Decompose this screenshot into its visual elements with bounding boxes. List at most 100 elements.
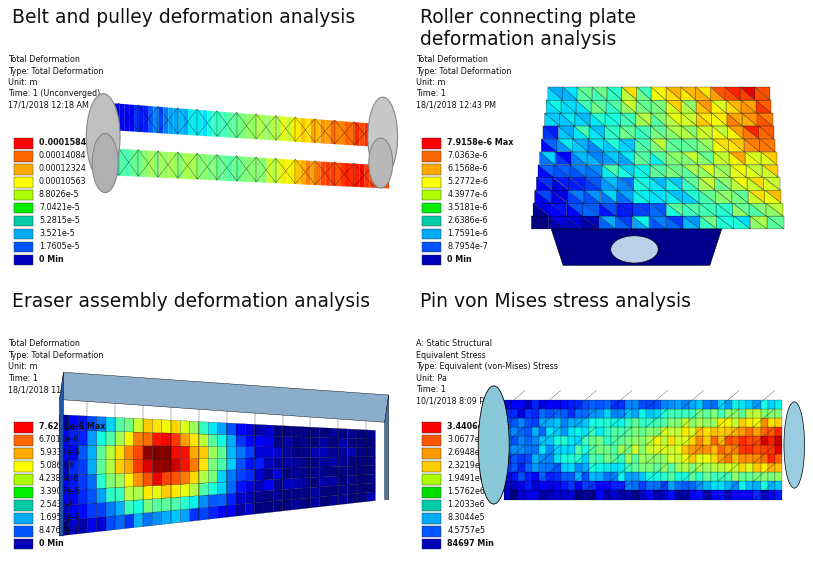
Polygon shape <box>625 418 632 427</box>
Polygon shape <box>696 409 703 418</box>
Polygon shape <box>589 418 597 427</box>
Polygon shape <box>637 87 651 100</box>
Polygon shape <box>567 418 575 427</box>
Polygon shape <box>511 454 518 463</box>
Polygon shape <box>700 216 717 229</box>
Polygon shape <box>503 472 511 481</box>
Polygon shape <box>775 436 782 445</box>
Polygon shape <box>153 419 162 433</box>
Polygon shape <box>620 126 636 139</box>
Polygon shape <box>646 472 654 481</box>
Polygon shape <box>754 418 761 427</box>
Polygon shape <box>162 459 171 472</box>
Polygon shape <box>703 436 711 445</box>
Polygon shape <box>273 458 282 469</box>
Polygon shape <box>661 463 667 472</box>
Polygon shape <box>567 409 575 418</box>
Polygon shape <box>682 139 698 152</box>
Polygon shape <box>601 190 617 203</box>
Polygon shape <box>311 477 320 488</box>
Polygon shape <box>616 203 633 216</box>
Polygon shape <box>541 139 557 152</box>
Polygon shape <box>525 490 533 500</box>
Polygon shape <box>208 422 218 435</box>
Text: Total Deformation
Type: Total Deformation
Unit: m
Time: 1 (Unconverged)
17/1/201: Total Deformation Type: Total Deformatio… <box>8 55 103 110</box>
Polygon shape <box>746 490 754 500</box>
Polygon shape <box>554 481 561 490</box>
Polygon shape <box>292 468 301 478</box>
Polygon shape <box>584 190 601 203</box>
Bar <box>423 138 441 149</box>
Polygon shape <box>533 472 539 481</box>
Polygon shape <box>292 478 301 489</box>
Bar <box>14 242 33 252</box>
Polygon shape <box>78 489 88 504</box>
Polygon shape <box>750 216 767 229</box>
Polygon shape <box>320 457 329 467</box>
Polygon shape <box>761 472 767 481</box>
Polygon shape <box>761 454 767 463</box>
Bar <box>14 177 33 187</box>
Polygon shape <box>555 152 572 165</box>
Polygon shape <box>171 484 180 498</box>
Polygon shape <box>689 463 696 472</box>
Polygon shape <box>746 427 754 436</box>
Polygon shape <box>767 409 775 418</box>
Polygon shape <box>622 87 637 100</box>
Polygon shape <box>675 436 682 445</box>
Polygon shape <box>273 436 282 447</box>
Polygon shape <box>106 487 115 502</box>
Polygon shape <box>775 400 782 409</box>
Polygon shape <box>650 177 666 190</box>
Bar <box>423 539 441 550</box>
Polygon shape <box>625 436 632 445</box>
Bar <box>14 539 33 550</box>
Polygon shape <box>88 431 97 445</box>
Polygon shape <box>611 463 618 472</box>
Polygon shape <box>675 463 682 472</box>
Bar <box>423 190 441 200</box>
Polygon shape <box>682 472 689 481</box>
Polygon shape <box>718 409 725 418</box>
Polygon shape <box>282 457 292 468</box>
Polygon shape <box>732 400 739 409</box>
Polygon shape <box>715 165 730 177</box>
Polygon shape <box>654 454 661 463</box>
Text: 5.2815e-5: 5.2815e-5 <box>39 216 80 225</box>
Polygon shape <box>703 490 711 500</box>
Polygon shape <box>503 409 511 418</box>
Polygon shape <box>650 216 666 229</box>
Polygon shape <box>666 216 683 229</box>
Polygon shape <box>611 409 618 418</box>
Polygon shape <box>227 423 236 435</box>
Polygon shape <box>697 113 712 126</box>
Polygon shape <box>697 126 712 139</box>
Polygon shape <box>227 447 236 458</box>
Polygon shape <box>199 507 208 520</box>
Polygon shape <box>540 152 555 165</box>
Polygon shape <box>59 520 69 536</box>
Polygon shape <box>650 216 666 229</box>
Polygon shape <box>153 459 162 473</box>
Text: 3.521e-5: 3.521e-5 <box>39 229 75 238</box>
Polygon shape <box>661 481 667 490</box>
Polygon shape <box>646 463 654 472</box>
Polygon shape <box>199 471 208 483</box>
Polygon shape <box>666 100 681 113</box>
Polygon shape <box>570 165 586 177</box>
Polygon shape <box>667 472 675 481</box>
Circle shape <box>611 236 659 263</box>
Polygon shape <box>633 203 650 216</box>
Bar <box>14 500 33 511</box>
Polygon shape <box>273 468 282 479</box>
Polygon shape <box>503 481 511 490</box>
Polygon shape <box>633 190 650 203</box>
Polygon shape <box>593 87 607 100</box>
Text: 7.0363e-6: 7.0363e-6 <box>447 151 488 160</box>
Polygon shape <box>561 100 576 113</box>
Polygon shape <box>69 460 78 475</box>
Polygon shape <box>106 516 115 531</box>
Polygon shape <box>546 100 561 113</box>
Polygon shape <box>650 126 666 139</box>
Polygon shape <box>661 445 667 454</box>
